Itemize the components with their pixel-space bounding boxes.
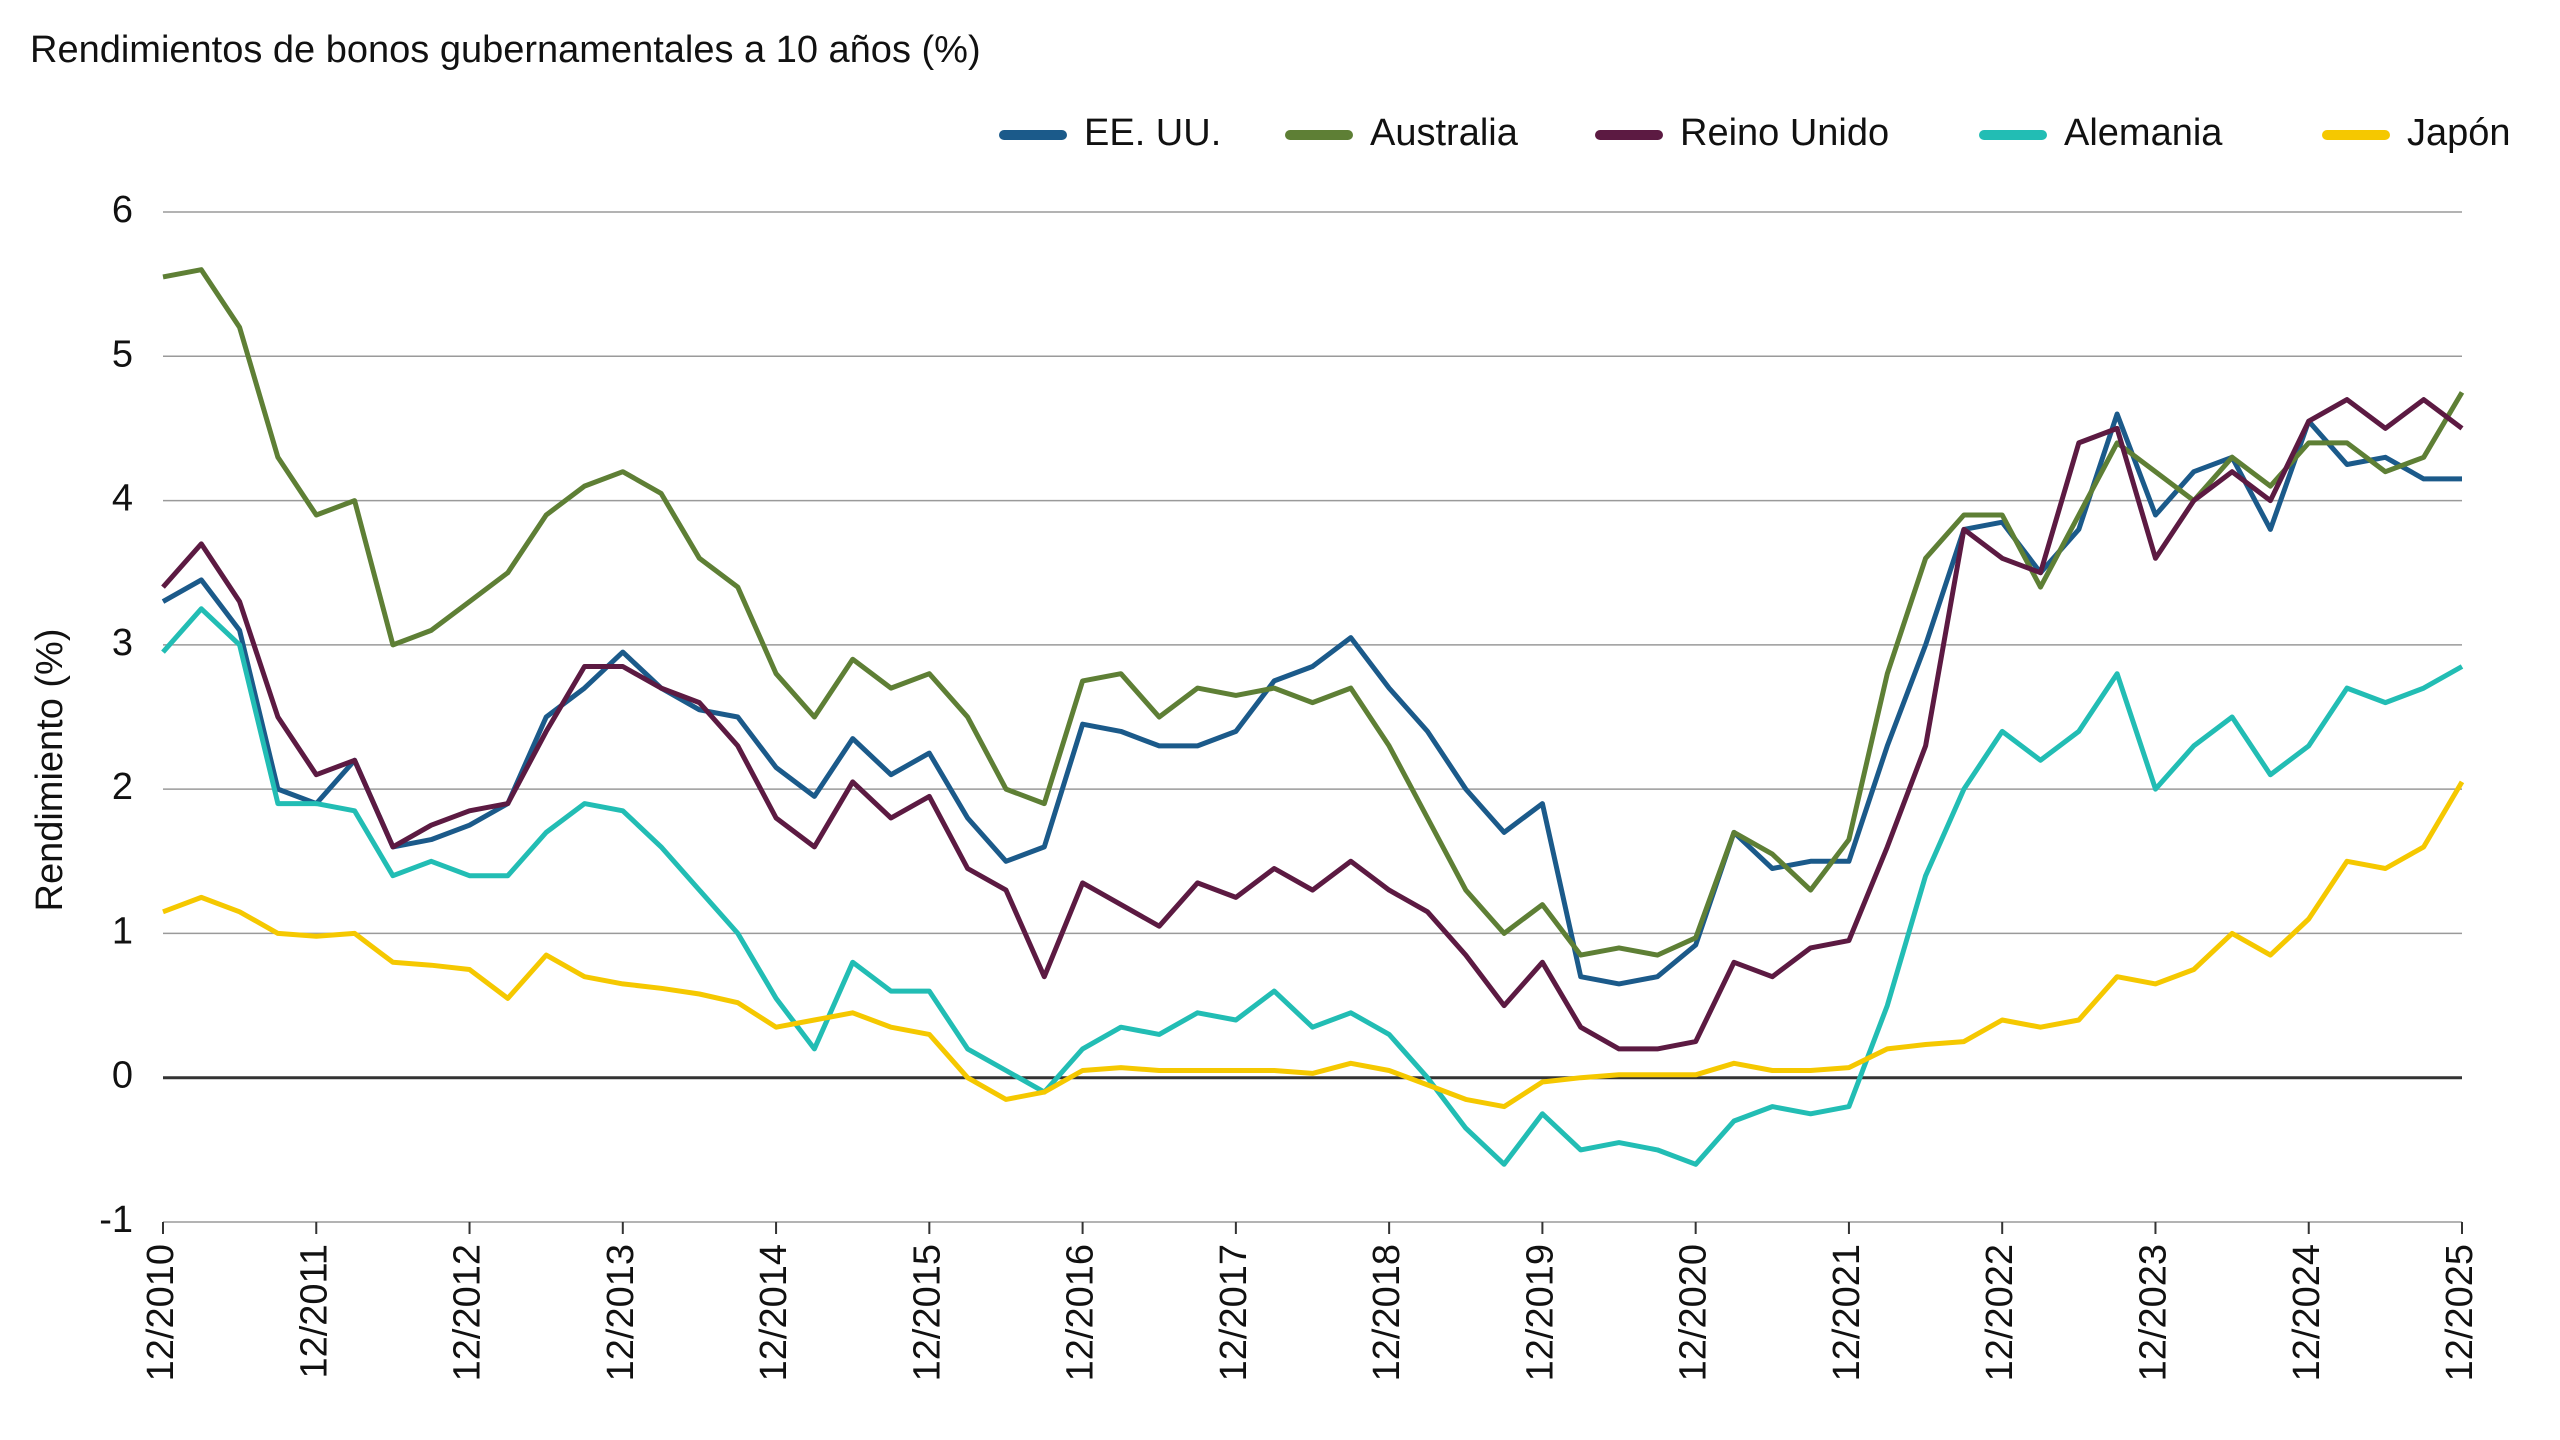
x-tick-label: 12/2010 [140, 1244, 182, 1381]
y-tick-label: 4 [112, 478, 133, 520]
y-tick-label: 1 [112, 910, 133, 952]
x-tick-label: 12/2022 [1979, 1244, 2021, 1381]
y-axis-label: Rendimiento (%) [29, 629, 71, 912]
x-tick-label: 12/2023 [2132, 1244, 2174, 1381]
legend-label: Alemania [2064, 112, 2223, 154]
series-line [162, 267, 2465, 958]
series-line [162, 780, 2465, 1110]
x-tick-label: 12/2015 [906, 1244, 948, 1381]
legend-label: Australia [1370, 112, 1519, 154]
y-tick-label: 0 [112, 1055, 133, 1097]
series-line [161, 397, 2464, 1052]
y-tick-label: 5 [112, 333, 133, 375]
chart-title: Rendimientos de bonos gubernamentales a … [30, 29, 981, 71]
x-tick-label: 12/2024 [2286, 1244, 2328, 1381]
x-tick-label: 12/2020 [1673, 1244, 1715, 1381]
x-tick-label: 12/2012 [447, 1244, 489, 1381]
legend-label: Reino Unido [1680, 112, 1889, 154]
x-tick-label: 12/2017 [1213, 1244, 1255, 1381]
x-tick-label: 12/2019 [1519, 1244, 1561, 1381]
y-tick-label: 2 [112, 766, 133, 808]
x-tick-label: 12/2016 [1060, 1244, 1102, 1381]
x-tick-label: 12/2011 [293, 1244, 335, 1379]
x-tick-label: 12/2018 [1366, 1244, 1408, 1381]
y-tick-label: 3 [112, 622, 133, 664]
x-tick-label: 12/2021 [1826, 1244, 1868, 1381]
y-tick-label: -1 [99, 1199, 133, 1241]
legend-label: EE. UU. [1084, 112, 1221, 154]
series-line [161, 411, 2462, 987]
series-line [161, 606, 2464, 1167]
y-tick-label: 6 [112, 189, 133, 231]
x-tick-label: 12/2025 [2439, 1244, 2481, 1381]
x-tick-label: 12/2013 [600, 1244, 642, 1381]
legend-label: Japón [2407, 112, 2511, 154]
x-tick-label: 12/2014 [753, 1244, 795, 1381]
